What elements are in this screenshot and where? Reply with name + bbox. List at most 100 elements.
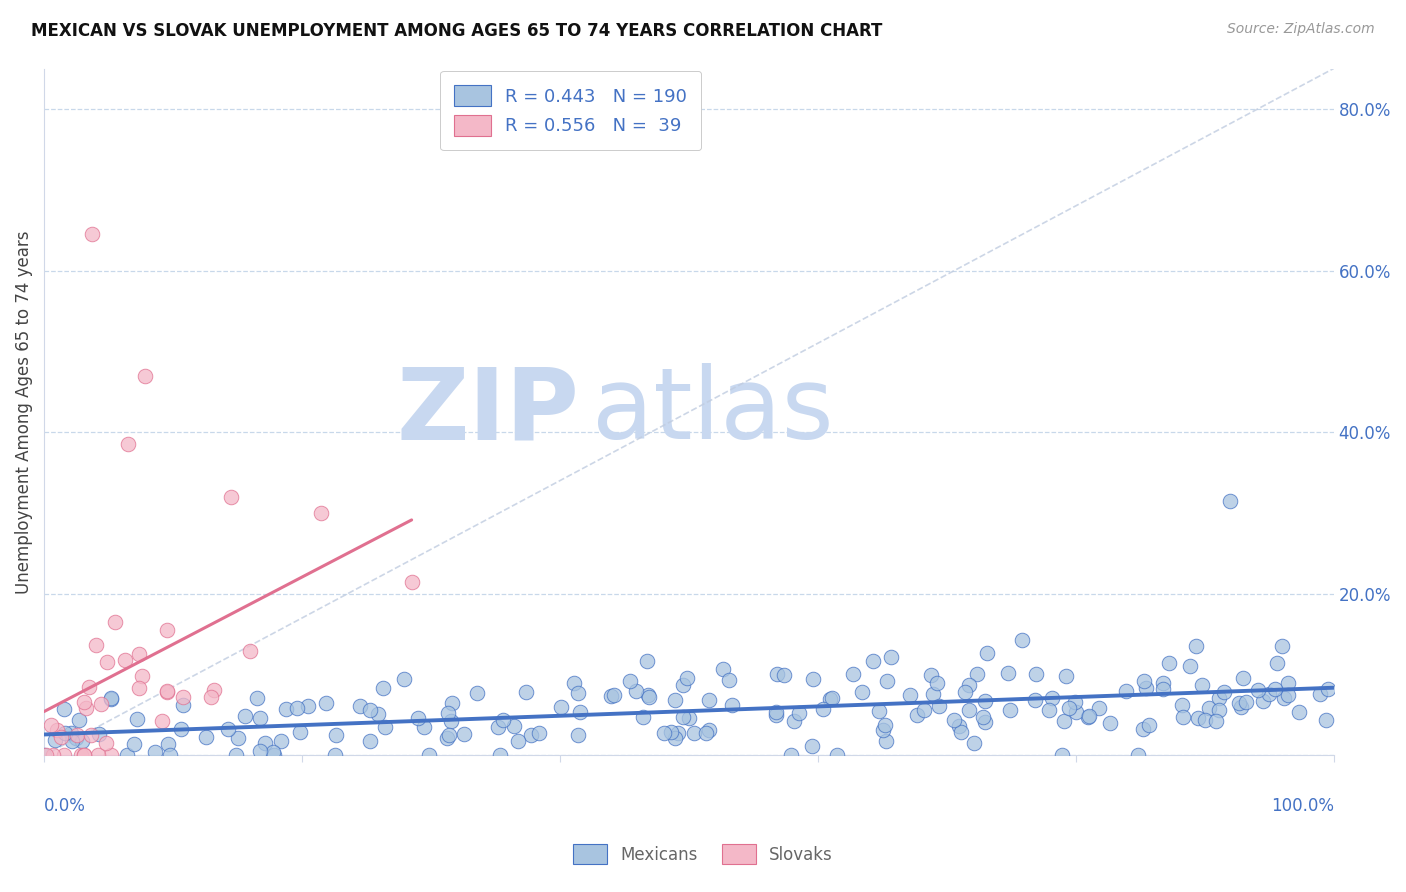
Point	[1053, 714, 1076, 728]
Point	[821, 690, 844, 705]
Point	[249, 744, 271, 758]
Point	[711, 662, 734, 676]
Y-axis label: Unemployment Among Ages 65 to 74 years: Unemployment Among Ages 65 to 74 years	[15, 230, 32, 594]
Point	[862, 654, 884, 668]
Point	[156, 737, 179, 751]
Point	[311, 506, 333, 520]
Point	[53, 748, 76, 763]
Point	[1157, 656, 1180, 670]
Point	[720, 698, 742, 712]
Point	[766, 667, 789, 681]
Point	[285, 701, 308, 715]
Point	[963, 735, 986, 749]
Text: 0.0%: 0.0%	[44, 797, 86, 814]
Point	[233, 709, 256, 723]
Point	[122, 737, 145, 751]
Point	[818, 692, 841, 706]
Point	[143, 745, 166, 759]
Point	[942, 713, 965, 727]
Point	[202, 682, 225, 697]
Point	[619, 674, 641, 689]
Point	[315, 696, 337, 710]
Point	[957, 703, 980, 717]
Point	[436, 706, 458, 720]
Point	[567, 686, 589, 700]
Point	[1187, 711, 1209, 725]
Point	[506, 733, 529, 747]
Point	[290, 724, 312, 739]
Point	[997, 665, 1019, 680]
Point	[953, 684, 976, 698]
Point	[131, 668, 153, 682]
Text: 100.0%: 100.0%	[1271, 797, 1334, 814]
Point	[60, 734, 83, 748]
Point	[697, 723, 720, 738]
Point	[156, 623, 179, 637]
Point	[1234, 695, 1257, 709]
Point	[100, 692, 122, 706]
Point	[453, 726, 475, 740]
Point	[1208, 702, 1230, 716]
Point	[1309, 687, 1331, 701]
Point	[394, 672, 416, 686]
Point	[527, 726, 550, 740]
Point	[872, 723, 894, 737]
Point	[263, 748, 285, 763]
Point	[1213, 685, 1236, 699]
Point	[172, 690, 194, 704]
Point	[77, 680, 100, 694]
Point	[156, 683, 179, 698]
Point	[1152, 676, 1174, 690]
Point	[59, 726, 82, 740]
Point	[633, 709, 655, 723]
Point	[1064, 705, 1087, 719]
Point	[1264, 681, 1286, 696]
Point	[676, 671, 699, 685]
Point	[323, 748, 346, 763]
Point	[1038, 703, 1060, 717]
Point	[898, 688, 921, 702]
Point	[772, 668, 794, 682]
Point	[1316, 681, 1339, 696]
Point	[44, 733, 66, 747]
Point	[127, 712, 149, 726]
Point	[718, 673, 741, 687]
Point	[150, 714, 173, 728]
Text: Source: ZipAtlas.com: Source: ZipAtlas.com	[1227, 22, 1375, 37]
Point	[1050, 748, 1073, 763]
Point	[928, 698, 950, 713]
Point	[1265, 656, 1288, 670]
Point	[467, 686, 489, 700]
Point	[787, 706, 810, 720]
Point	[672, 678, 695, 692]
Point	[90, 697, 112, 711]
Point	[246, 690, 269, 705]
Point	[1133, 673, 1156, 688]
Point	[998, 703, 1021, 717]
Point	[225, 748, 247, 763]
Point	[349, 699, 371, 714]
Point	[489, 748, 512, 763]
Text: atlas: atlas	[592, 363, 834, 460]
Point	[678, 710, 700, 724]
Point	[49, 730, 72, 744]
Point	[1040, 691, 1063, 706]
Point	[1198, 701, 1220, 715]
Text: ZIP: ZIP	[396, 363, 579, 460]
Point	[905, 707, 928, 722]
Point	[672, 710, 695, 724]
Point	[195, 730, 218, 744]
Point	[418, 748, 440, 763]
Point	[636, 654, 658, 668]
Point	[783, 714, 806, 728]
Point	[117, 437, 139, 451]
Point	[100, 690, 122, 705]
Point	[1054, 668, 1077, 682]
Point	[664, 731, 686, 746]
Point	[172, 698, 194, 712]
Point	[1247, 682, 1270, 697]
Point	[239, 644, 262, 658]
Point	[1272, 691, 1295, 706]
Point	[1077, 708, 1099, 723]
Point	[666, 725, 689, 739]
